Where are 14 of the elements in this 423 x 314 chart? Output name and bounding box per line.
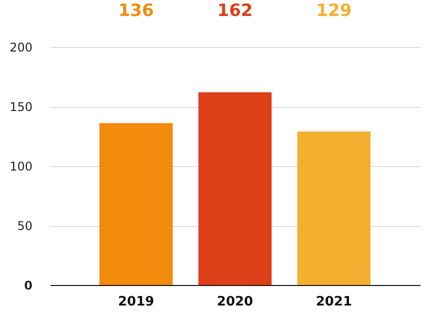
y-tick-label: 200 [10, 40, 32, 54]
bar [198, 92, 272, 285]
bar [297, 131, 371, 285]
data-label: 136 [118, 1, 154, 21]
y-tick-label: 0 [24, 278, 32, 292]
y-tick-label: 150 [10, 100, 32, 114]
x-tick-label: 2020 [216, 294, 254, 310]
y-tick-label: 100 [10, 160, 32, 174]
y-tick-label: 50 [17, 219, 32, 233]
x-tick-label: 2021 [316, 294, 352, 310]
bar [99, 123, 173, 285]
data-label: 162 [217, 1, 253, 21]
data-label: 129 [316, 1, 352, 21]
x-tick-label: 2019 [118, 294, 154, 310]
